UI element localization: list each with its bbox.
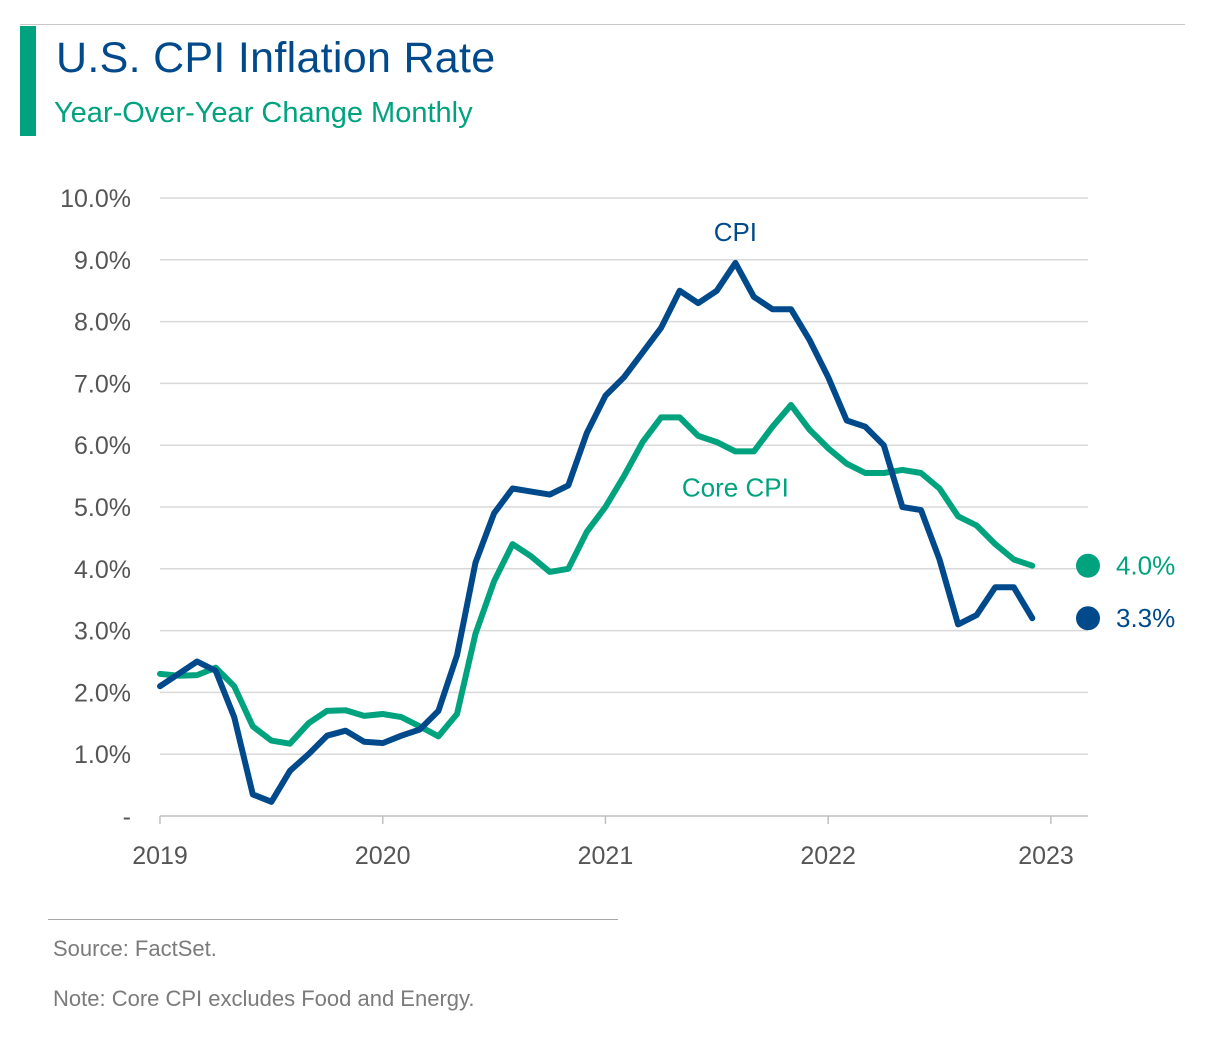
series-end-marker xyxy=(1076,553,1100,578)
series-line xyxy=(157,259,1036,805)
x-tick-label: 2019 xyxy=(132,842,188,870)
y-tick-label: 7.0% xyxy=(74,370,131,398)
y-tick-label: 1.0% xyxy=(74,741,131,769)
series-labels: 4.0% 3.3% CPI Core CPI xyxy=(682,217,1175,633)
y-tick-label: 8.0% xyxy=(74,309,131,337)
x-tick-label: 2020 xyxy=(355,842,411,870)
source-note: Source: FactSet. xyxy=(53,936,217,961)
gridlines xyxy=(160,197,1088,755)
y-tick-label: 9.0% xyxy=(74,247,131,275)
chart-subtitle: Year-Over-Year Change Monthly xyxy=(54,97,473,129)
series-end-label: 4.0% xyxy=(1116,551,1175,581)
x-axis: 2019 2020 2021 2022 2023 xyxy=(132,815,1088,870)
y-tick-label: - xyxy=(123,803,131,831)
series-line xyxy=(157,402,1036,747)
y-tick-label: 5.0% xyxy=(74,494,131,522)
series-name-label: Core CPI xyxy=(682,472,789,502)
footer-rule xyxy=(48,919,618,920)
series-end-marker xyxy=(1076,606,1100,631)
chart-title: U.S. CPI Inflation Rate xyxy=(56,34,496,82)
y-tick-label: 3.0% xyxy=(74,618,131,646)
footnote: Note: Core CPI excludes Food and Energy. xyxy=(53,986,475,1011)
y-axis-ticks: - 1.0% 2.0% 3.0% 4.0% 5.0% 6.0% 7.0% 8.0% 9.0% 10.… xyxy=(60,185,131,831)
top-rule xyxy=(20,24,1185,25)
x-tick-label: 2021 xyxy=(578,842,634,870)
y-tick-label: 2.0% xyxy=(74,679,131,707)
y-tick-label: 6.0% xyxy=(74,432,131,460)
x-tick-label: 2023 xyxy=(1018,842,1074,870)
series-name-label: CPI xyxy=(714,217,757,247)
y-tick-label: 10.0% xyxy=(60,185,131,213)
x-tick-label: 2022 xyxy=(800,842,856,870)
y-tick-label: 4.0% xyxy=(74,556,131,584)
series-end-label: 3.3% xyxy=(1116,603,1175,633)
title-accent-bar xyxy=(20,26,36,136)
series xyxy=(157,259,1100,805)
